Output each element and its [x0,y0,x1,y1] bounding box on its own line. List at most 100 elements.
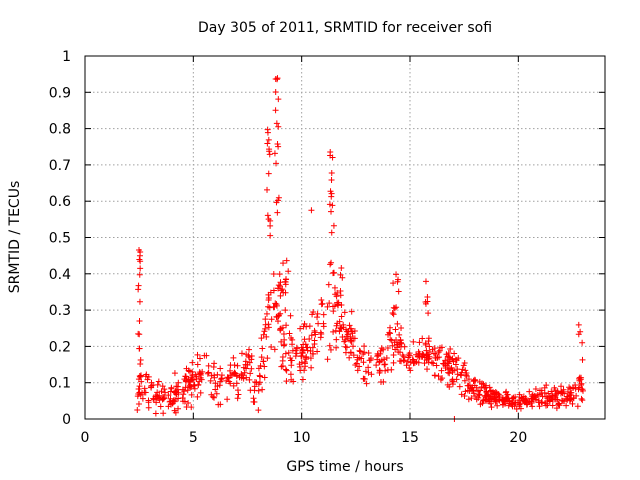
data-point [339,274,346,281]
data-point [483,382,490,389]
data-point [264,140,271,147]
data-point [289,341,296,348]
data-point [244,361,251,368]
data-point [227,380,234,387]
y-tick-label: 0.5 [49,231,71,247]
data-point [307,347,314,354]
data-point [275,194,282,201]
data-point [270,270,277,277]
data-point [272,88,279,95]
data-point [342,337,349,344]
data-point [234,395,241,402]
data-point [532,385,539,392]
data-point [230,382,237,389]
data-point [251,383,258,390]
data-point [479,400,486,407]
data-point [134,393,141,400]
data-point [378,357,385,364]
data-point [179,395,186,402]
y-tick-labels: 0 0.1 0.2 0.3 0.4 0.5 0.6 0.7 0.8 0.9 1 [49,49,71,428]
data-point [546,398,553,405]
data-point [265,216,272,223]
data-point [280,331,287,338]
data-point [234,362,241,369]
data-point [241,369,248,376]
data-point [138,378,145,385]
data-point [308,332,315,339]
data-point [308,207,315,214]
data-point [174,383,181,390]
data-point [579,339,586,346]
y-tick-label: 0.7 [49,158,71,174]
data-point [343,333,350,340]
data-point [327,188,334,195]
data-point [299,376,306,383]
data-point [300,323,307,330]
data-point [272,107,279,114]
data-point [324,356,331,363]
data-point [274,75,281,82]
data-point [285,349,292,356]
data-point [293,345,300,352]
data-point [569,400,576,407]
data-point [187,383,194,390]
data-point [139,395,146,402]
data-point [393,341,400,348]
data-point [444,359,451,366]
data-point [454,371,461,378]
data-point [570,395,577,402]
data-point [396,358,403,365]
data-point [282,278,289,285]
y-tick-label: 0.3 [49,303,71,319]
data-point [389,342,396,349]
data-point [275,123,282,130]
data-point [173,391,180,398]
data-point [325,281,332,288]
data-point [236,374,243,381]
data-point [338,313,345,320]
data-point [544,395,551,402]
data-point [287,312,294,319]
data-point [267,232,274,239]
data-point [461,393,468,400]
data-point [517,400,524,407]
data-point [330,328,337,335]
data-point [553,405,560,412]
data-point [495,396,502,403]
data-point [361,376,368,383]
data-point [307,355,314,362]
x-tick-label: 10 [293,430,311,446]
data-point [330,222,337,229]
data-point [459,366,466,373]
data-point [282,350,289,357]
data-point [167,398,174,405]
data-points [134,75,587,422]
data-point [227,367,234,374]
data-point [386,329,393,336]
data-point [215,401,222,408]
data-point [233,380,240,387]
data-point [347,333,354,340]
data-point [334,299,341,306]
data-point [293,350,300,357]
data-point [253,379,260,386]
data-point [137,361,144,368]
data-point [492,393,499,400]
data-point [165,392,172,399]
data-point [328,193,335,200]
data-point [213,390,220,397]
data-point [196,355,203,362]
data-point [376,367,383,374]
data-point [298,359,305,366]
data-point [578,395,585,402]
data-point [464,382,471,389]
data-point [350,343,357,350]
data-point [337,325,344,332]
data-point [333,336,340,343]
data-point [360,351,367,358]
data-point [403,362,410,369]
data-point [470,387,477,394]
data-point [339,334,346,341]
data-point [536,403,543,410]
data-point [175,379,182,386]
